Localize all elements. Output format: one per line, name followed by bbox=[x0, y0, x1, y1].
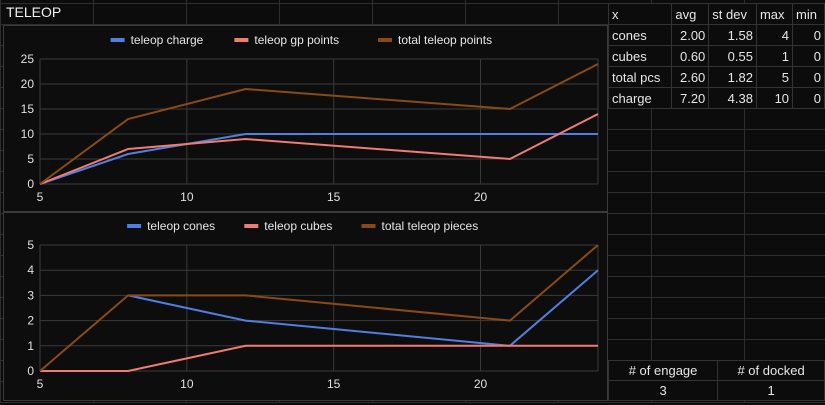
stats-header-min[interactable]: min bbox=[792, 3, 825, 25]
x-tick-label: 10 bbox=[180, 377, 194, 391]
legend-label: teleop gp points bbox=[254, 33, 339, 47]
y-tick-label: 1 bbox=[27, 339, 34, 353]
sheet-title: TELEOP bbox=[6, 4, 62, 20]
series-line-teleop-gp-points bbox=[39, 113, 599, 185]
teleop-points-chart[interactable]: 0 5 10 15 20 25 5 10 15 20 teleop charge teleop gp … bbox=[3, 25, 608, 212]
series-line-teleop-cones bbox=[127, 269, 599, 347]
stats-cell[interactable]: 0 bbox=[792, 87, 825, 109]
y-tick-label: 20 bbox=[21, 77, 35, 91]
stats-row-total-pcs: total pcs 2.60 1.82 5 0 bbox=[607, 66, 825, 88]
stats-cell[interactable]: 10 bbox=[755, 87, 794, 109]
stats-cell[interactable]: 0 bbox=[792, 45, 825, 67]
y-tick-label: 15 bbox=[21, 102, 35, 116]
engage-count-value[interactable]: 3 bbox=[607, 380, 719, 401]
stats-cell[interactable]: 0 bbox=[792, 24, 825, 46]
x-tick-label: 5 bbox=[37, 190, 44, 204]
stats-cell[interactable]: cubes bbox=[607, 45, 673, 67]
stats-row-charge: charge 7.20 4.38 10 0 bbox=[607, 87, 825, 109]
x-tick-label: 5 bbox=[37, 377, 44, 391]
legend-swatch bbox=[110, 38, 125, 42]
legend-label: teleop charge bbox=[131, 33, 204, 47]
legend-label: total teleop pieces bbox=[382, 219, 479, 233]
series-line-teleop-cubes bbox=[40, 344, 598, 372]
docked-count-value[interactable]: 1 bbox=[717, 380, 825, 401]
stats-cell[interactable]: total pcs bbox=[607, 66, 673, 88]
legend-label: total teleop points bbox=[398, 33, 492, 47]
x-tick-label: 15 bbox=[327, 377, 341, 391]
stats-cell[interactable]: cones bbox=[607, 24, 673, 46]
teleop-pieces-chart-svg: 0 1 2 3 4 5 5 10 15 20 teleop cones teleop cubes tot… bbox=[27, 219, 599, 391]
stats-cell[interactable]: 1.58 bbox=[708, 24, 757, 46]
x-tick-label: 20 bbox=[474, 190, 488, 204]
y-tick-label: 10 bbox=[21, 127, 35, 141]
series-line-total-teleop-pieces bbox=[39, 244, 599, 372]
stats-header-max[interactable]: max bbox=[755, 3, 794, 25]
y-tick-label: 4 bbox=[27, 263, 34, 277]
stats-cell[interactable]: 0 bbox=[792, 66, 825, 88]
stats-table: x avg st dev max min cones 2.00 1.58 4 0… bbox=[607, 3, 825, 109]
legend-label: teleop cubes bbox=[264, 219, 332, 233]
x-tick-label: 10 bbox=[180, 190, 194, 204]
engage-docked-value-row: 3 1 bbox=[607, 380, 825, 401]
y-tick-label: 5 bbox=[27, 152, 34, 166]
docked-count-header[interactable]: # of docked bbox=[717, 360, 825, 381]
stats-cell[interactable]: 5 bbox=[755, 66, 794, 88]
y-tick-label: 0 bbox=[27, 177, 34, 191]
legend-swatch bbox=[127, 224, 142, 228]
y-tick-label: 0 bbox=[27, 364, 34, 378]
stats-header-avg[interactable]: avg bbox=[671, 3, 710, 25]
stats-row-cones: cones 2.00 1.58 4 0 bbox=[607, 24, 825, 46]
engage-docked-header-row: # of engage # of docked bbox=[607, 360, 825, 381]
stats-header-stdev[interactable]: st dev bbox=[708, 3, 757, 25]
stats-header-row: x avg st dev max min bbox=[607, 3, 825, 25]
stats-cell[interactable]: 0.55 bbox=[708, 45, 757, 67]
series-line-total-teleop-points bbox=[39, 63, 599, 185]
x-tick-label: 20 bbox=[474, 377, 488, 391]
legend-swatch bbox=[378, 38, 392, 42]
engage-docked-table: # of engage # of docked 3 1 bbox=[607, 360, 825, 401]
stats-cell[interactable]: charge bbox=[607, 87, 673, 109]
engage-count-header[interactable]: # of engage bbox=[607, 360, 719, 381]
stats-header-x[interactable]: x bbox=[607, 3, 673, 25]
legend-swatch bbox=[244, 224, 259, 228]
legend-swatch bbox=[361, 224, 376, 228]
stats-cell[interactable]: 2.60 bbox=[671, 66, 710, 88]
series-line-teleop-charge bbox=[39, 133, 598, 185]
teleop-pieces-chart[interactable]: 0 1 2 3 4 5 5 10 15 20 teleop cones teleop cubes tot… bbox=[3, 212, 608, 401]
stats-cell[interactable]: 1.82 bbox=[708, 66, 757, 88]
legend-swatch bbox=[234, 38, 249, 42]
stats-cell[interactable]: 4.38 bbox=[708, 87, 757, 109]
legend-label: teleop cones bbox=[147, 219, 215, 233]
y-tick-label: 5 bbox=[27, 238, 34, 252]
stats-row-cubes: cubes 0.60 0.55 1 0 bbox=[607, 45, 825, 67]
stats-cell[interactable]: 7.20 bbox=[671, 87, 710, 109]
x-tick-label: 15 bbox=[327, 190, 341, 204]
y-tick-label: 25 bbox=[21, 52, 35, 66]
stats-cell[interactable]: 4 bbox=[755, 24, 794, 46]
y-tick-label: 3 bbox=[27, 288, 34, 302]
stats-cell[interactable]: 0.60 bbox=[671, 45, 710, 67]
y-tick-label: 2 bbox=[27, 314, 34, 328]
stats-cell[interactable]: 1 bbox=[755, 45, 794, 67]
stats-cell[interactable]: 2.00 bbox=[671, 24, 710, 46]
